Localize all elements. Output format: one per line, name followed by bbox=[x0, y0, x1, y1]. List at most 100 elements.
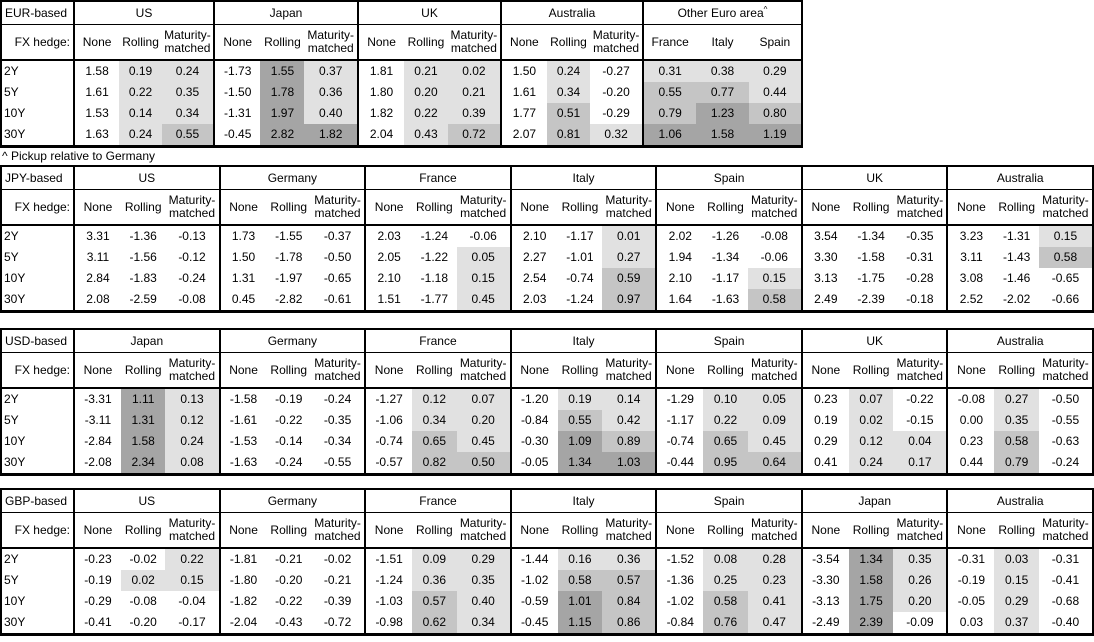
value-cell: 0.03 bbox=[994, 549, 1039, 570]
fx-hedge-label: FX hedge: bbox=[2, 190, 73, 226]
value-cell: -1.44 bbox=[521, 552, 549, 566]
column-header-rolling: Rolling bbox=[407, 34, 445, 49]
base-currency-label: USD-based bbox=[2, 330, 73, 353]
column-header-rolling: Rolling bbox=[707, 522, 744, 537]
value-cell: -0.05 bbox=[957, 594, 986, 608]
column-header-maturity-matched: Maturity-matched bbox=[459, 193, 507, 220]
base-currency-label: EUR-based bbox=[2, 2, 73, 25]
table-row: -3.54 1.34 0.35 bbox=[803, 549, 947, 570]
value-cell: -0.41 bbox=[1051, 573, 1080, 587]
value-cell: 1.75 bbox=[848, 591, 894, 612]
column-header-rolling: Rolling bbox=[561, 362, 599, 377]
table-row: -1.20 0.19 0.14 bbox=[512, 389, 656, 410]
value-cell: -0.20 bbox=[602, 85, 630, 99]
value-cell: 0.86 bbox=[602, 612, 656, 633]
value-cell: 0.80 bbox=[748, 103, 801, 124]
column-header-none: None bbox=[957, 522, 986, 537]
table-row: -0.41 -0.20 -0.17 bbox=[75, 612, 219, 633]
column-header-rolling: Rolling bbox=[707, 362, 744, 377]
value-cell: 0.37 bbox=[994, 612, 1039, 633]
country-group-spain: Spain None Rolling Maturity-matched -1.52 0.0… bbox=[655, 490, 801, 633]
value-cell: 2.05 bbox=[377, 250, 401, 264]
value-cell: 1.50 bbox=[512, 64, 537, 78]
hedge-column-headers: None Rolling Maturity-matched bbox=[215, 25, 357, 61]
value-cell: -1.34 bbox=[857, 229, 885, 243]
hedge-column-headers: None Rolling Maturity-matched bbox=[220, 353, 365, 389]
row-label-5y: 5Y bbox=[4, 573, 19, 587]
value-cell: 0.21 bbox=[447, 82, 500, 103]
value-cell: -0.19 bbox=[275, 392, 303, 406]
value-cell: -2.04 bbox=[229, 615, 258, 629]
value-cell: 0.19 bbox=[814, 413, 838, 427]
value-cell: 0.34 bbox=[546, 82, 591, 103]
value-cell: -1.52 bbox=[666, 552, 694, 566]
value-cell: 1.09 bbox=[557, 431, 603, 452]
value-cell: 0.09 bbox=[412, 549, 457, 570]
value-cell: -0.09 bbox=[906, 615, 934, 629]
table-row: 1.61 0.34 -0.20 bbox=[502, 82, 642, 103]
value-cell: -0.24 bbox=[178, 271, 206, 285]
table-row: -3.31 1.11 0.13 bbox=[75, 389, 219, 410]
table-row: -0.59 1.01 0.84 bbox=[512, 591, 656, 612]
value-cell: -1.20 bbox=[521, 392, 549, 406]
column-header-maturity-matched: Maturity-matched bbox=[307, 28, 355, 55]
value-cell: -1.51 bbox=[375, 552, 403, 566]
value-cell: -1.58 bbox=[857, 250, 885, 264]
value-cell: -3.54 bbox=[812, 552, 840, 566]
table-row: -0.08 0.27 -0.50 bbox=[948, 389, 1092, 410]
value-cell: -0.74 bbox=[375, 434, 403, 448]
country-group-germany: Germany None Rolling Maturity-matched -1.58-… bbox=[218, 330, 365, 473]
table-row: -1.44 0.16 0.36 bbox=[512, 549, 656, 570]
column-header-none: None bbox=[83, 522, 113, 537]
column-header-italy: Italy bbox=[711, 34, 734, 49]
column-header-maturity-matched: Maturity-matched bbox=[896, 356, 944, 383]
base-currency-label: GBP-based bbox=[2, 490, 73, 513]
value-cell: 1.94 bbox=[668, 250, 692, 264]
group-header-australia: Australia bbox=[948, 490, 1093, 513]
value-cell: 0.24 bbox=[165, 431, 219, 452]
value-cell: 0.44 bbox=[959, 455, 984, 469]
value-cell: 0.20 bbox=[456, 410, 510, 431]
value-cell: 0.05 bbox=[456, 247, 510, 268]
table-row: 3.30 -1.58 -0.31 bbox=[803, 247, 947, 268]
value-cell: 2.08 bbox=[86, 292, 110, 306]
label-column-jpy-based: JPY-based FX hedge: 2Y 5Y 10Y 30Y bbox=[2, 167, 73, 310]
table-row: 0.29 0.12 0.04 bbox=[803, 431, 947, 452]
hedge-column-headers: None Rolling Maturity-matched bbox=[75, 513, 219, 549]
table-row: -1.31 1.97 0.40 bbox=[215, 103, 357, 124]
value-cell: 0.10 bbox=[703, 389, 748, 410]
country-group-spain: Spain None Rolling Maturity-matched 2.02 -1.2… bbox=[655, 167, 801, 310]
value-cell: -2.84 bbox=[84, 434, 112, 448]
table-row: -1.03 0.57 0.40 bbox=[366, 591, 510, 612]
value-cell: -1.24 bbox=[420, 229, 449, 243]
table-row: -0.30 1.09 0.89 bbox=[512, 431, 656, 452]
value-cell: 0.23 bbox=[747, 570, 801, 591]
value-cell: 1.31 bbox=[231, 271, 256, 285]
value-cell: 1.55 bbox=[260, 61, 305, 82]
value-cell: 2.07 bbox=[512, 127, 537, 141]
hedge-column-headers: None Rolling Maturity-matched bbox=[366, 353, 510, 389]
column-header-none: None bbox=[374, 199, 404, 214]
value-cell: -1.24 bbox=[566, 292, 594, 306]
column-header-rolling: Rolling bbox=[270, 199, 308, 214]
table-row: 2.10 -1.18 0.15 bbox=[366, 268, 510, 289]
row-label-2y: 2Y bbox=[4, 392, 19, 406]
value-cell: -0.59 bbox=[521, 594, 549, 608]
country-group-italy: Italy None Rolling Maturity-matched 2.10 -1.1… bbox=[509, 167, 656, 310]
table-row: -1.17 0.22 0.09 bbox=[657, 410, 801, 431]
value-cell: 1.50 bbox=[231, 250, 256, 264]
value-cell: 1.58 bbox=[848, 570, 894, 591]
value-cell: 1.97 bbox=[260, 103, 305, 124]
value-cell: 3.13 bbox=[814, 271, 838, 285]
value-cell: 1.53 bbox=[85, 106, 109, 120]
table-row: 1.50 -1.78 -0.50 bbox=[221, 247, 365, 268]
value-cell: -1.36 bbox=[666, 573, 694, 587]
value-cell: -0.20 bbox=[129, 615, 157, 629]
column-header-none: None bbox=[811, 522, 841, 537]
value-cell: -0.37 bbox=[323, 229, 352, 243]
group-header-japan: Japan bbox=[215, 2, 357, 25]
value-cell: 0.23 bbox=[814, 392, 838, 406]
group-header-spain: Spain bbox=[657, 330, 801, 353]
value-cell: -0.31 bbox=[906, 250, 934, 264]
group-header-italy: Italy bbox=[511, 167, 656, 190]
